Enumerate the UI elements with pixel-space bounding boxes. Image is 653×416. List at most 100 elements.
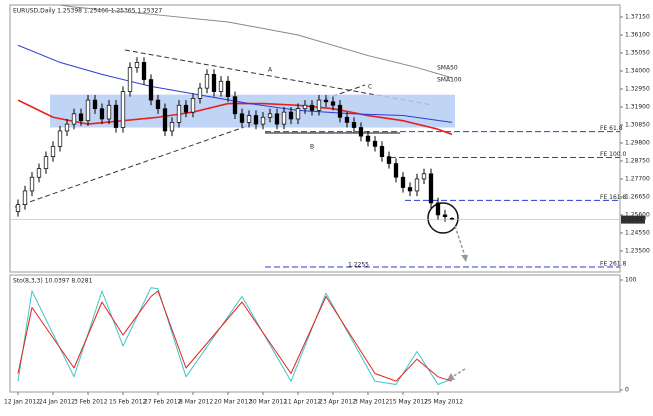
candle-body [414,178,420,192]
candle-body [393,163,399,178]
candle-body [442,214,448,217]
fib-label: FE 261.8 [600,261,627,268]
candle-body [197,87,203,99]
candle-body [288,111,294,120]
candle-body [316,99,322,111]
candle-body [92,99,98,110]
y-tick-label: 100 [625,277,637,284]
candle-body [302,104,308,110]
indicator-title: Sto(8,3,3) 10.0397 8.0281 [13,278,93,285]
x-tick-label: 3 Feb 2012 [74,399,108,406]
y-tick-label: 1.29800 [625,139,650,146]
candle-body [190,98,196,113]
arrow [454,225,466,257]
x-tick-label: 15 May 2012 [389,399,428,406]
y-tick-label: 1.27700 [625,175,650,182]
candle-body [64,123,70,132]
candle-body [428,173,434,204]
candle-body [225,80,231,98]
candle-body [407,187,413,192]
legend-label: SMA50 [437,65,458,72]
main-plot [10,5,620,268]
candle-body [127,67,133,92]
candle-body [358,127,364,137]
candle-body [120,91,126,128]
candle-body [99,108,105,120]
x-tick-label: 24 Jan 2012 [39,399,75,406]
chart-title: EURUSD,Daily 1.25398 1.25466 1.25365 1.2… [13,8,162,15]
x-tick-label: 11 Apr 2012 [284,399,321,406]
candle-body [323,99,329,103]
y-tick-label: 1.28750 [625,157,650,164]
arrow-head [447,373,455,380]
candle-body [267,113,273,118]
candle-body [239,113,245,123]
last-price-label: 1.25327 [622,216,647,223]
candle-body [106,104,112,120]
candle-body [162,108,168,132]
y-tick-label: 0 [625,387,629,394]
candle-body [29,176,35,192]
y-tick-label: 1.31900 [625,103,650,110]
annotation: C [368,84,372,91]
candle-body [176,104,182,123]
x-tick-label: 23 Apr 2012 [319,399,356,406]
x-tick-label: 15 Feb 2012 [109,399,147,406]
candle-body [85,99,91,122]
candle-body [204,74,210,89]
candle-body [22,190,28,206]
candle-body [50,146,56,158]
candle-body [141,62,147,80]
x-tick-label: 20 Mar 2012 [214,399,252,406]
main-frame [9,4,621,273]
candle-body [337,104,343,118]
candle-body [183,104,189,113]
candle-body [155,99,161,110]
candle-body [232,96,238,115]
y-tick-label: 1.35050 [625,49,650,56]
candle-body [379,146,385,158]
x-tick-label: 8 Mar 2012 [179,399,213,406]
annotation: B [310,144,314,151]
candle-body [57,130,63,147]
candle-body [36,168,42,178]
candle-body [309,104,315,111]
candle-body [148,79,154,101]
candle-body [435,202,441,216]
candle-body [218,80,224,92]
candle-body [134,62,140,68]
candle-body [351,122,357,128]
candle-body [421,173,427,180]
x-tick-label: 3 May 2012 [354,399,389,406]
fib-label: FE 100.0 [600,151,627,158]
x-tick-label: 27 Feb 2012 [144,399,182,406]
candle-body [43,156,49,170]
y-tick-label: 1.36100 [625,31,650,38]
x-tick-label: 12 Jan 2012 [4,399,40,406]
moving-average [17,99,453,136]
legend-label: SMA100 [437,77,462,84]
candle-body [15,204,21,212]
oscillator-line [17,290,453,382]
candle-body [71,113,77,125]
fib-label: FE 161.8 [600,194,627,201]
annotation: A [268,67,273,74]
candle-body [253,115,259,125]
candle-body [169,122,175,132]
y-tick-label: 1.24550 [625,229,650,236]
sub-frame [9,274,621,393]
arrow [451,368,466,378]
y-tick-label: 1.25600 [625,211,650,218]
y-tick-label: 1.26650 [625,193,650,200]
y-tick-label: 1.32950 [625,85,650,92]
x-tick-label: 25 May 2012 [424,399,463,406]
candle-body [260,116,266,125]
moving-average [59,5,453,79]
candle-body [78,113,84,122]
candle-body [281,111,287,125]
x-tick-label: 30 Mar 2012 [249,399,287,406]
fib-label: FE 61.8 [600,125,623,132]
candle-body [400,176,406,188]
